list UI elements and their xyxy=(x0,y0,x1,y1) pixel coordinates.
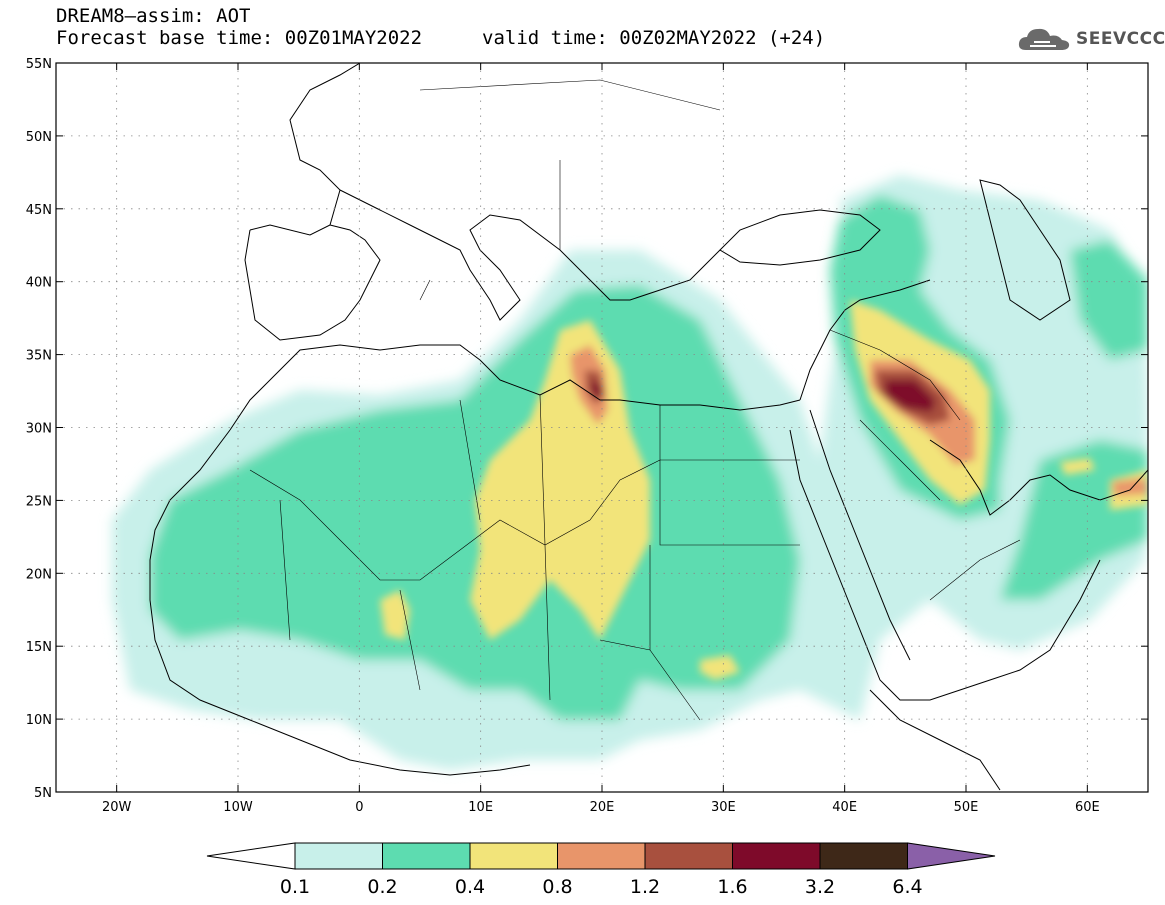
colorbar-over-arrow xyxy=(907,842,996,870)
lat-label: 25N xyxy=(26,494,52,509)
colorbar-box xyxy=(382,842,471,870)
axis-ticks xyxy=(56,62,1148,793)
lat-label: 20N xyxy=(26,567,52,582)
lat-label: 15N xyxy=(26,640,52,655)
colorbar-label: 1.2 xyxy=(630,876,660,898)
border-lines xyxy=(249,79,1021,721)
coastlines xyxy=(149,63,1148,791)
lat-label: 35N xyxy=(26,349,52,364)
lon-label: 40E xyxy=(832,800,857,815)
valid-time: valid time: 00Z02MAY2022 (+24) xyxy=(482,27,826,49)
forecast-base-time: Forecast base time: 00Z01MAY2022 xyxy=(56,27,423,49)
coastline-levant xyxy=(799,279,931,401)
latitude-labels: 55N 50N 45N 40N 35N 30N 25N 20N 15N 10N 5N xyxy=(26,57,52,801)
colorbar-box xyxy=(732,842,821,870)
country-borders xyxy=(249,79,1021,721)
aot-level-0.2-arabia xyxy=(1070,240,1148,360)
lon-label: 10E xyxy=(468,800,493,815)
aot-level-1.6 xyxy=(590,382,602,398)
lat-label: 5N xyxy=(34,786,52,801)
lon-label: 30E xyxy=(711,800,736,815)
colorbar-label: 0.2 xyxy=(367,876,397,898)
colorbar-box xyxy=(294,842,383,870)
colorbar-box xyxy=(557,842,646,870)
colorbar-label: 0.8 xyxy=(542,876,572,898)
colorbar-label: 3.2 xyxy=(805,876,835,898)
lat-label: 45N xyxy=(26,203,52,218)
colorbar-label: 6.4 xyxy=(892,876,922,898)
colorbar: 0.1 0.2 0.4 0.8 1.2 1.6 3.2 6.4 xyxy=(206,842,996,898)
colorbar-box xyxy=(469,842,558,870)
lat-label: 50N xyxy=(26,130,52,145)
coastline-west-africa xyxy=(149,429,531,776)
coastline-iberia xyxy=(244,224,381,341)
grid-lines xyxy=(56,63,1148,792)
longitude-labels: 20W 10W 0 10E 20E 30E 40E 50E 60E xyxy=(102,800,1100,815)
coastline-red-sea xyxy=(789,429,1101,701)
colorbar-box xyxy=(819,842,908,870)
colorbar-label: 0.4 xyxy=(455,876,485,898)
lon-label: 20E xyxy=(590,800,615,815)
seevccc-logo: SEEVCCC xyxy=(1016,24,1165,54)
coastline-europe xyxy=(249,63,721,321)
map-title: DREAM8–assim: AOT xyxy=(56,5,251,27)
lat-label: 55N xyxy=(26,57,52,72)
colorbar-label: 0.1 xyxy=(280,876,310,898)
lon-label: 50E xyxy=(954,800,979,815)
aot-shading xyxy=(112,175,1148,770)
aot-level-0.8-gulf xyxy=(1112,478,1148,496)
colorbar-under-arrow xyxy=(206,842,296,870)
logo-text: SEEVCCC xyxy=(1076,29,1165,49)
aot-level-1.6-east xyxy=(885,380,935,412)
cloud-icon xyxy=(1018,28,1070,50)
colorbar-label: 1.6 xyxy=(717,876,747,898)
lat-label: 40N xyxy=(26,276,52,291)
coastline-red-sea-east xyxy=(809,409,911,661)
coastline-caspian xyxy=(979,179,1071,321)
aot-level-0.2 xyxy=(150,285,800,720)
lat-label: 30N xyxy=(26,422,52,437)
lon-label: 20W xyxy=(102,800,132,815)
coastline-north-africa xyxy=(229,344,801,431)
lat-label: 10N xyxy=(26,713,52,728)
lon-label: 0 xyxy=(355,800,363,815)
coastline-persian-gulf xyxy=(929,439,1148,516)
lon-label: 60E xyxy=(1075,800,1100,815)
aot-level-0.4-gulf xyxy=(1060,458,1095,475)
lon-label: 10W xyxy=(223,800,253,815)
aot-level-0.4-chad xyxy=(700,655,740,680)
colorbar-box xyxy=(644,842,733,870)
coastline-east-africa xyxy=(869,689,1001,791)
coastline-black-sea xyxy=(719,209,881,266)
